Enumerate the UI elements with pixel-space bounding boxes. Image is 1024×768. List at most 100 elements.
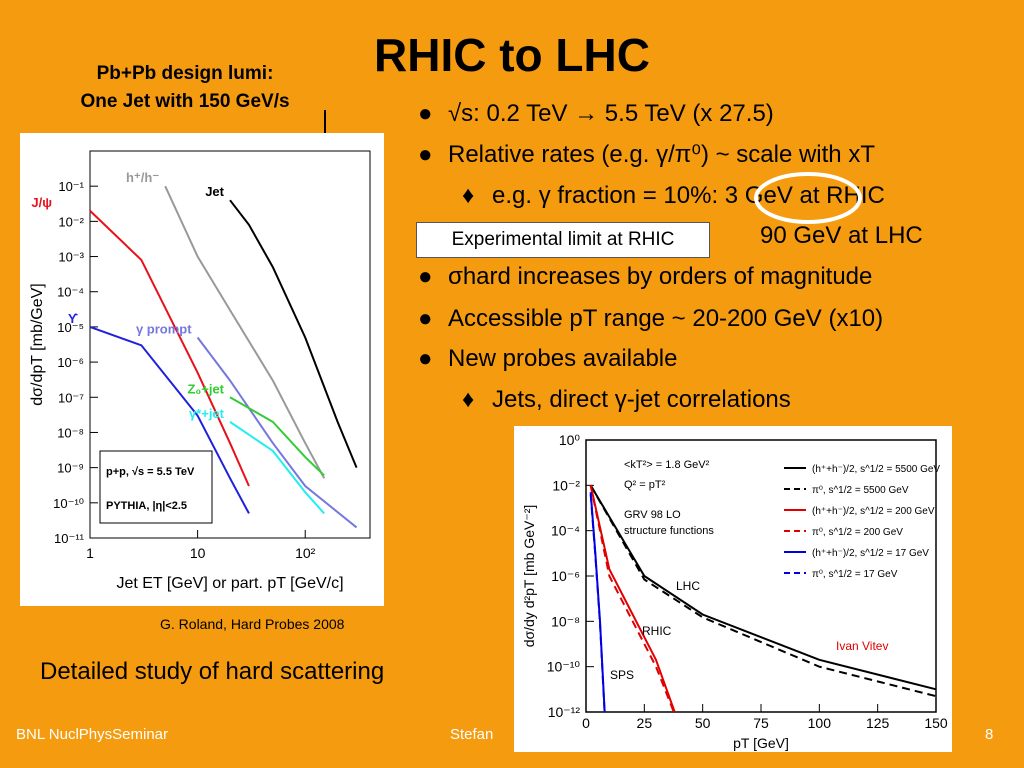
bullet-text: 90 GeV at LHC — [760, 222, 923, 249]
series-line — [589, 484, 937, 698]
footer-author: Stefan — [450, 726, 494, 743]
legend-label: (h⁺+h⁻)/2, s^1/2 = 17 GeV — [812, 548, 929, 559]
annotation: Q² = pT² — [624, 479, 666, 491]
annotation: RHIC — [642, 624, 672, 638]
experimental-limit-label: Experimental limit at RHIC — [416, 222, 710, 258]
footer-left: BNL NuclPhysSeminar — [16, 726, 168, 743]
series-label: J/ψ — [31, 195, 52, 210]
y-tick-label: 10⁻⁷ — [58, 390, 84, 405]
y-tick-label: 10⁻⁸ — [551, 613, 580, 629]
bullet-symbol: ♦ — [462, 386, 475, 413]
bullet-text: Relative rates (e.g. γ/π⁰) ~ scale with … — [448, 141, 875, 168]
series-line — [89, 210, 250, 487]
y-tick-label: 10⁻¹⁰ — [53, 496, 84, 511]
legend-label: π⁰, s^1/2 = 5500 GeV — [812, 485, 909, 496]
annotation: GRV 98 LO — [624, 509, 681, 521]
y-tick-label: 10⁻¹¹ — [54, 531, 85, 546]
left-chart: 10⁻¹ 10⁻² 10⁻³ 10⁻⁴ 10⁻⁵ 10⁻⁶ 10⁻⁷ 10⁻⁸ 10⁻⁹ 10⁻¹… — [20, 133, 384, 606]
x-tick-label: 0 — [582, 715, 590, 731]
callout-text: Pb+Pb design lumi: One Jet with 150 GeV/… — [40, 60, 330, 116]
bullet-5: ● σhard increases by orders of magnitude — [418, 263, 872, 291]
y-tick-label: 10⁻⁴ — [57, 285, 84, 300]
annotation: structure functions — [624, 525, 714, 537]
x-tick-label: 150 — [924, 715, 948, 731]
series-label: Jet — [205, 184, 224, 199]
series-label: ϒ — [68, 311, 78, 326]
x-tick-label: 1 — [86, 545, 94, 561]
y-tick-label: 10⁻² — [552, 477, 580, 493]
page-number: 8 — [985, 726, 994, 743]
bullet-text: New probes available — [448, 345, 678, 372]
bullet-symbol: ● — [418, 141, 433, 168]
y-tick-label: 10⁻⁸ — [57, 425, 84, 440]
series-line — [589, 485, 676, 715]
legend-label: (h⁺+h⁻)/2, s^1/2 = 200 GeV — [812, 506, 935, 517]
annotation: LHC — [676, 579, 700, 593]
bullet-7: ● New probes available — [418, 345, 677, 373]
bullet-symbol: ● — [418, 305, 433, 332]
bullet-3: ♦ e.g. γ fraction = 10%: 3 GeV at RHIC — [462, 182, 885, 210]
slide-title: RHIC to LHC — [374, 29, 650, 81]
y-tick-label: 10⁻⁴ — [551, 523, 580, 539]
x-tick-label: 25 — [637, 715, 653, 731]
x-tick-label: 125 — [866, 715, 890, 731]
series-label: γ*+jet — [189, 406, 225, 421]
bullet-text: √s: 0.2 TeV → 5.5 TeV (x 27.5) — [448, 100, 774, 127]
legend-box-text: p+p, √s = 5.5 TeV — [106, 466, 195, 478]
x-tick-label: 10² — [295, 545, 316, 561]
bullet-symbol: ♦ — [462, 182, 475, 209]
y-tick-label: 10⁻¹ — [58, 179, 84, 194]
y-tick-label: 10⁻³ — [58, 250, 84, 265]
x-tick-label: 100 — [808, 715, 832, 731]
series-line — [89, 325, 250, 514]
y-tick-label: 10⁻¹⁰ — [547, 659, 581, 675]
series-label: Z₀+jet — [187, 381, 224, 396]
annotation: Ivan Vitev — [836, 639, 888, 653]
right-chart: 10⁰ 10⁻² 10⁻⁴ 10⁻⁶ 10⁻⁸ 10⁻¹⁰ 10⁻¹²0 25 50 75 100 1… — [514, 426, 952, 752]
legend-box — [99, 450, 213, 524]
bottom-text: Detailed study of hard scattering — [40, 658, 385, 685]
x-axis-label: Jet ET [GeV] or part. pT [GeV/c] — [116, 575, 343, 592]
bullet-1: ● √s: 0.2 TeV → 5.5 TeV (x 27.5) — [418, 100, 774, 128]
bullet-text: Accessible pT range ~ 20-200 GeV (x10) — [448, 305, 884, 332]
y-tick-label: 10⁰ — [559, 432, 581, 448]
series-line — [229, 199, 358, 469]
bullet-text: Jets, direct γ-jet correlations — [492, 386, 791, 413]
series-label: γ prompt — [136, 321, 192, 336]
bullet-symbol: ● — [418, 100, 433, 127]
bullet-text: σhard increases by orders of magnitude — [448, 263, 873, 290]
y-axis-label: dσ/dy d²pT [mb GeV⁻²] — [521, 505, 537, 648]
y-tick-label: 10⁻² — [58, 214, 84, 229]
plot-frame — [89, 150, 371, 539]
figure-credit: G. Roland, Hard Probes 2008 — [160, 616, 345, 632]
bullet-symbol: ● — [418, 345, 433, 372]
series-line — [589, 494, 606, 715]
x-axis-label: pT [GeV] — [733, 735, 789, 751]
series-line — [589, 484, 937, 691]
bullet-4: 90 GeV at LHC — [760, 222, 923, 250]
y-tick-label: 10⁻⁹ — [57, 461, 84, 476]
legend-label: π⁰, s^1/2 = 200 GeV — [812, 527, 903, 538]
x-tick-label: 10 — [190, 545, 206, 561]
y-axis-label: dσ/dpT [mb/GeV] — [29, 283, 46, 406]
annotation: SPS — [610, 668, 634, 682]
highlight-ellipse — [754, 172, 862, 224]
bullet-text: e.g. γ fraction = 10%: 3 GeV at RHIC — [492, 182, 885, 209]
series-label: h⁺/h⁻ — [126, 170, 159, 185]
callout-line-2: One Jet with 150 GeV/s — [80, 91, 290, 112]
legend-label: (h⁺+h⁻)/2, s^1/2 = 5500 GeV — [812, 464, 940, 475]
bullet-6: ● Accessible pT range ~ 20-200 GeV (x10) — [418, 305, 883, 333]
y-tick-label: 10⁻⁶ — [57, 355, 84, 370]
bullet-8: ♦ Jets, direct γ-jet correlations — [462, 386, 791, 414]
legend-box-text: PYTHIA, |η|<2.5 — [106, 500, 187, 512]
x-tick-label: 75 — [753, 715, 769, 731]
x-tick-label: 50 — [695, 715, 711, 731]
y-tick-label: 10⁻⁶ — [551, 568, 580, 584]
series-line — [164, 185, 326, 479]
y-tick-label: 10⁻¹² — [548, 704, 581, 720]
bullet-2: ● Relative rates (e.g. γ/π⁰) ~ scale with… — [418, 140, 875, 169]
bullet-symbol: ● — [418, 263, 433, 290]
y-tick-label: 10⁻⁵ — [57, 320, 84, 335]
series-line — [229, 396, 325, 477]
callout-line-1: Pb+Pb design lumi: — [96, 63, 274, 84]
